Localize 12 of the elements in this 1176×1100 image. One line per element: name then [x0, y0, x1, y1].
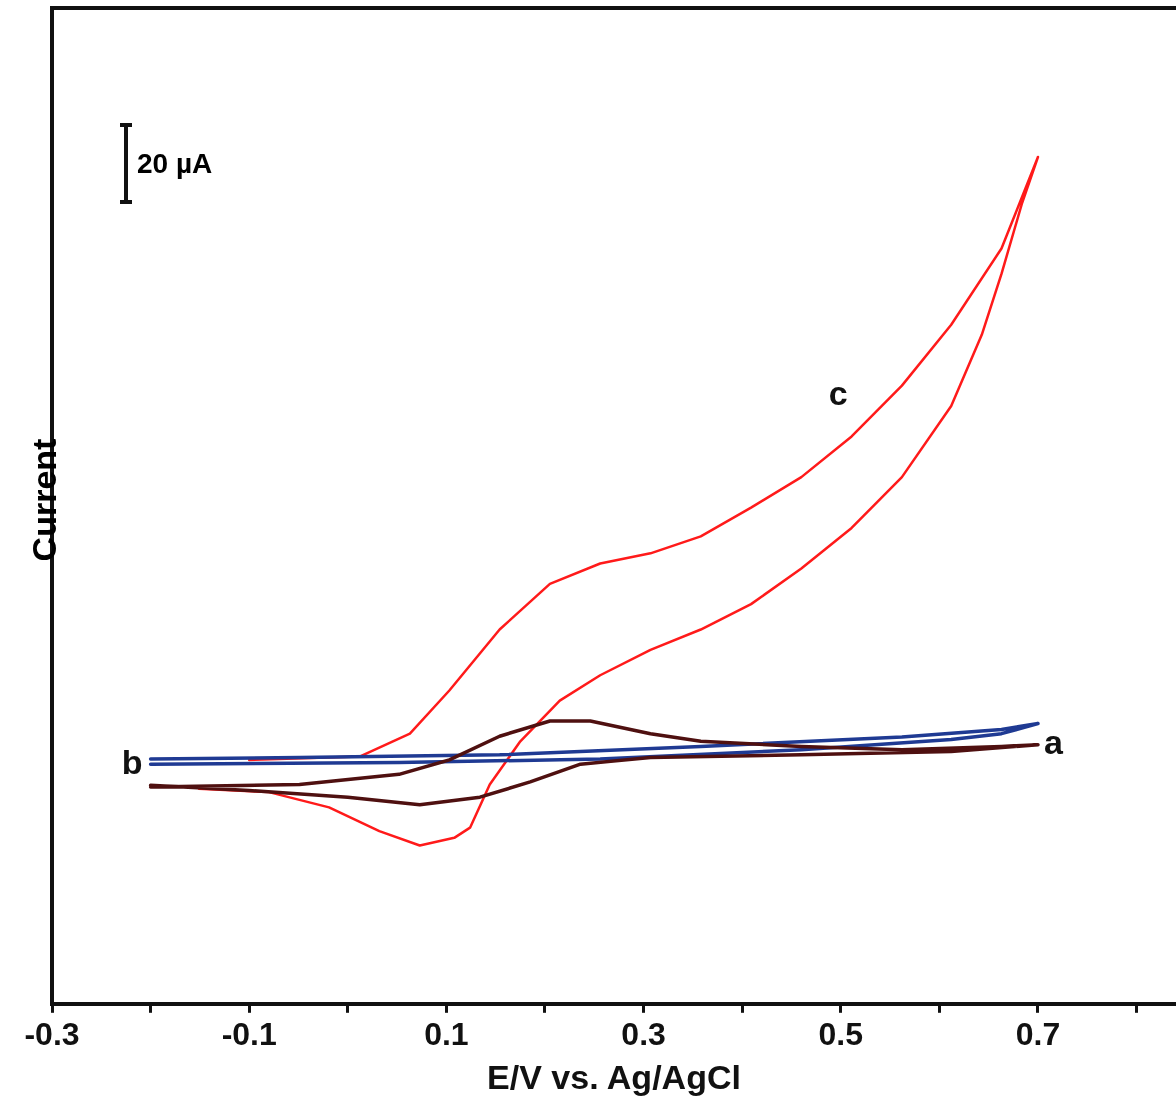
series-label: b — [121, 742, 143, 781]
x-tick-label: 0.3 — [621, 1015, 666, 1052]
y-axis-title: Current — [24, 438, 64, 562]
x-tick-label: 0.5 — [818, 1015, 864, 1052]
x-tick-label: -0.1 — [221, 1015, 277, 1052]
x-tick-label: 0.1 — [424, 1015, 469, 1052]
x-tick-label: -0.3 — [24, 1015, 80, 1052]
annotation: 20 µA — [137, 148, 213, 180]
x-tick-label: 0.7 — [1015, 1015, 1061, 1052]
series-label: c — [828, 373, 848, 412]
series-label: a — [1043, 723, 1064, 762]
x-axis-title: E/V vs. Ag/AgCl — [487, 1057, 741, 1096]
